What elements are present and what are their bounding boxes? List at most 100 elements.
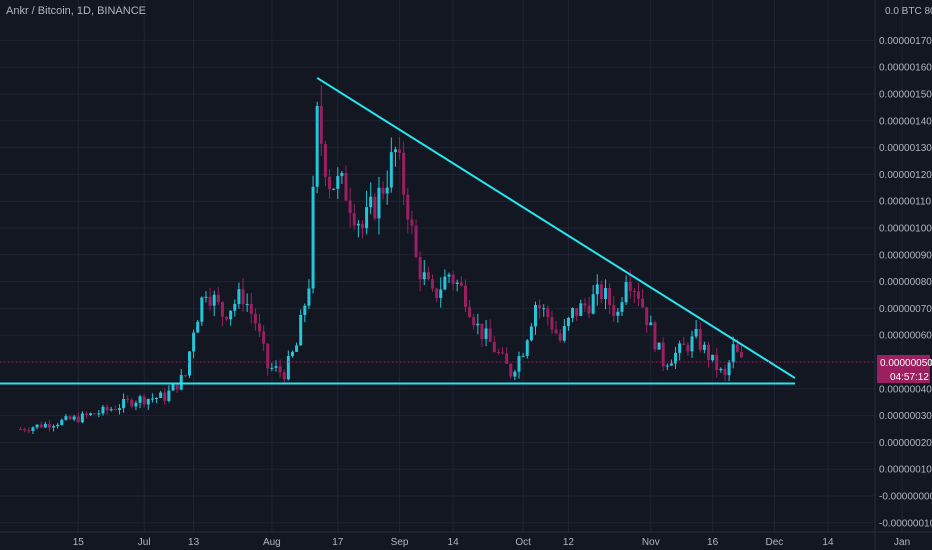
y-tick-label: 0.00000040 <box>879 384 932 395</box>
candle-body <box>117 408 121 410</box>
candle-body <box>702 344 706 350</box>
candle-body <box>426 272 430 280</box>
candle-body <box>179 375 183 390</box>
candle-body <box>130 399 134 407</box>
candle-body <box>616 311 620 316</box>
candle-body <box>373 196 377 219</box>
candle-body <box>332 188 336 190</box>
candle-body <box>105 406 109 411</box>
candle-body <box>167 390 171 401</box>
candle-body <box>402 152 406 195</box>
candle-body <box>393 149 397 153</box>
candle-body <box>468 307 472 318</box>
candle-body <box>225 316 229 320</box>
y-tick-label: 0.00000030 <box>879 411 932 422</box>
x-tick-label: Jan <box>894 537 910 548</box>
candle-body <box>641 298 645 308</box>
y-tick-label: 0.00000140 <box>879 116 932 127</box>
candle-body <box>216 294 220 303</box>
candle-body <box>192 332 196 352</box>
y-tick-label: 0.00000160 <box>879 63 932 74</box>
candle-body <box>595 284 599 295</box>
candle-body <box>455 282 459 284</box>
candle-body <box>435 288 439 298</box>
candle-body <box>171 383 175 391</box>
candle-body <box>208 296 212 306</box>
x-tick-label: 12 <box>563 537 575 548</box>
trendlines[interactable] <box>0 77 875 385</box>
candle-body <box>591 294 595 314</box>
scale-label[interactable]: 0.0 BTC 80 <box>885 6 932 17</box>
candle-body <box>550 317 554 330</box>
candle-body <box>356 223 360 226</box>
candle-body <box>85 413 89 415</box>
x-tick-label: Jul <box>138 537 151 548</box>
y-tick-label: 0.00000020 <box>879 438 932 449</box>
candle-body <box>60 419 64 425</box>
candle-body <box>632 291 636 293</box>
candle-body <box>89 413 93 415</box>
candle-body <box>674 352 678 364</box>
candle-body <box>694 328 698 337</box>
candle-body <box>472 317 476 326</box>
y-tick-label: 0.00000060 <box>879 331 932 342</box>
candle-body <box>369 196 373 208</box>
candle-body <box>360 223 364 229</box>
y-tick-label: -0.00000010 <box>879 518 932 529</box>
candle-body <box>575 308 579 316</box>
candle-body <box>270 367 274 369</box>
candle-body <box>422 272 426 280</box>
candle-body <box>612 305 616 316</box>
candle-body <box>571 308 575 318</box>
candle-body <box>533 305 537 327</box>
candle-body <box>138 396 142 403</box>
candle-body <box>636 291 640 299</box>
candle-body <box>19 429 23 430</box>
candle-body <box>311 186 315 289</box>
candle-body <box>175 383 179 390</box>
candle-body <box>340 172 344 177</box>
candle-body <box>566 317 570 327</box>
candle-body <box>282 372 286 380</box>
candle-body <box>418 257 422 280</box>
candle-body <box>109 409 113 411</box>
candle-body <box>554 329 558 334</box>
x-tick-label: 17 <box>332 537 344 548</box>
candle-body <box>134 402 138 407</box>
candle-body <box>608 288 612 306</box>
candle-body <box>447 274 451 277</box>
candle-body <box>212 294 216 306</box>
candle-body <box>443 276 447 290</box>
candle-body <box>439 289 443 298</box>
candle-body <box>665 365 669 367</box>
price-axis[interactable]: 0.00000170 0.00000160 0.00000150 0.00000140… <box>879 36 932 529</box>
candle-body <box>562 326 566 341</box>
candle-body <box>245 303 249 305</box>
candle-body <box>657 342 661 350</box>
candle-body <box>142 396 146 405</box>
candle-body <box>451 274 455 284</box>
candle-body <box>344 172 348 201</box>
candle-body <box>682 343 686 345</box>
candle-body <box>328 176 332 190</box>
candle-body <box>513 371 517 377</box>
candle-body <box>719 368 723 371</box>
last-price-badge: 0.00000050 04:57:12 <box>877 355 932 383</box>
trendline[interactable] <box>316 77 796 379</box>
candle-body <box>385 187 389 194</box>
candle-body <box>159 392 163 398</box>
candle-body <box>258 323 262 332</box>
candle-body <box>101 406 105 414</box>
candle-body <box>274 366 278 368</box>
chart-title: Ankr / Bitcoin, 1D, BINANCE <box>6 5 146 17</box>
candle-body <box>237 289 241 304</box>
candle-body <box>558 333 562 341</box>
last-price-value: 0.00000050 <box>880 358 932 369</box>
time-axis[interactable]: 15 Jul 13 Aug 17 Sep 14 Oct 12 Nov 16 Dec 14 Jan <box>73 537 910 548</box>
candle-body <box>23 429 27 431</box>
candle-body <box>233 303 237 311</box>
candle-body <box>303 305 307 316</box>
candle-body <box>43 423 47 428</box>
